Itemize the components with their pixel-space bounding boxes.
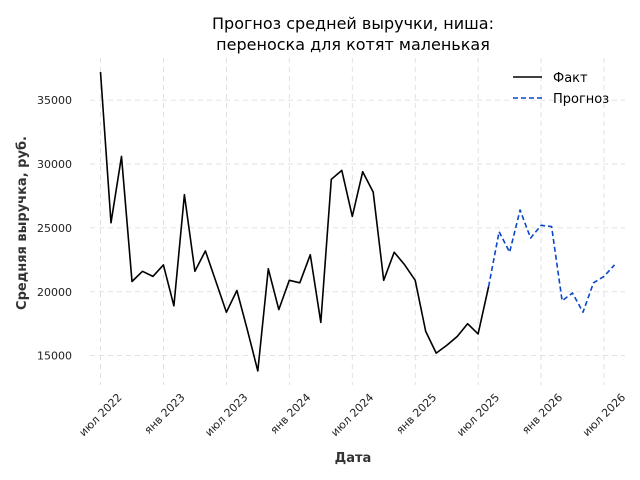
forecast-point <box>549 224 554 229</box>
fact-point <box>360 169 365 174</box>
x-axis-label: Дата <box>335 451 372 466</box>
forecast-point <box>507 250 512 255</box>
forecast-point <box>591 280 596 285</box>
y-tick-label: 25000 <box>37 222 72 235</box>
fact-point <box>339 168 344 173</box>
fact-point <box>119 154 124 159</box>
fact-point <box>371 190 376 195</box>
forecast-point <box>486 284 491 289</box>
fact-point <box>161 262 166 267</box>
fact-point <box>234 288 239 293</box>
series-line-fact <box>99 72 490 372</box>
legend: Факт Прогноз <box>513 71 609 107</box>
fact-point <box>182 192 187 197</box>
forecast-point <box>528 236 533 241</box>
legend-label-fact: Факт <box>553 71 588 86</box>
fact-point <box>381 278 386 283</box>
forecast-point <box>581 310 586 315</box>
fact-point <box>444 343 449 348</box>
fact-point <box>308 252 313 257</box>
fact-point <box>255 368 260 373</box>
fact-point <box>171 303 176 308</box>
legend-label-forecast: Прогноз <box>553 92 609 107</box>
fact-point <box>329 177 334 182</box>
fact-point <box>465 321 470 326</box>
fact-point <box>476 331 481 336</box>
x-tick-label: июл 2024 <box>328 391 376 439</box>
series-line-forecast <box>487 209 616 314</box>
fact-point <box>297 280 302 285</box>
chart-title-line1: Прогноз средней выручки, ниша: <box>212 14 494 33</box>
fact-point <box>203 248 208 253</box>
x-tick-label: июл 2025 <box>454 391 502 439</box>
fact-point <box>224 310 229 315</box>
fact-point <box>287 278 292 283</box>
chart-title-line2: переноска для котят маленькая <box>216 35 490 54</box>
y-tick-label: 35000 <box>37 94 72 107</box>
fact-point <box>318 320 323 325</box>
forecast-point <box>612 262 617 267</box>
fact-point <box>108 220 113 225</box>
fact-point <box>392 250 397 255</box>
axis-ticks: 15000 20000 25000 30000 35000 июл 2022 янв 202… <box>37 94 628 439</box>
forecast-point <box>497 229 502 234</box>
forecast-point <box>602 274 607 279</box>
fact-point <box>413 278 418 283</box>
fact-point <box>140 269 145 274</box>
forecast-point <box>518 208 523 213</box>
fact-point <box>150 274 155 279</box>
fact-point <box>213 279 218 284</box>
series-lines <box>98 70 617 373</box>
forecast-point <box>560 298 565 303</box>
grid <box>90 58 625 385</box>
fact-point <box>98 70 103 75</box>
x-tick-label: янв 2026 <box>519 391 565 437</box>
fact-point <box>423 329 428 334</box>
x-tick-label: июл 2026 <box>580 391 628 439</box>
x-tick-label: янв 2024 <box>268 391 314 437</box>
x-tick-label: янв 2023 <box>142 391 188 437</box>
fact-point <box>192 269 197 274</box>
y-tick-label: 20000 <box>37 286 72 299</box>
x-tick-label: янв 2025 <box>393 391 439 437</box>
forecast-point <box>539 223 544 228</box>
fact-point <box>350 214 355 219</box>
fact-point <box>402 262 407 267</box>
x-tick-label: июл 2023 <box>202 391 250 439</box>
y-tick-label: 30000 <box>37 158 72 171</box>
forecast-point <box>570 291 575 296</box>
fact-point <box>455 334 460 339</box>
x-tick-label: июл 2022 <box>77 391 125 439</box>
fact-point <box>129 279 134 284</box>
fact-point <box>276 307 281 312</box>
y-tick-label: 15000 <box>37 350 72 363</box>
fact-point <box>266 266 271 271</box>
y-axis-label: Средняя выручка, руб. <box>15 136 30 310</box>
fact-point <box>245 328 250 333</box>
fact-point <box>434 351 439 356</box>
